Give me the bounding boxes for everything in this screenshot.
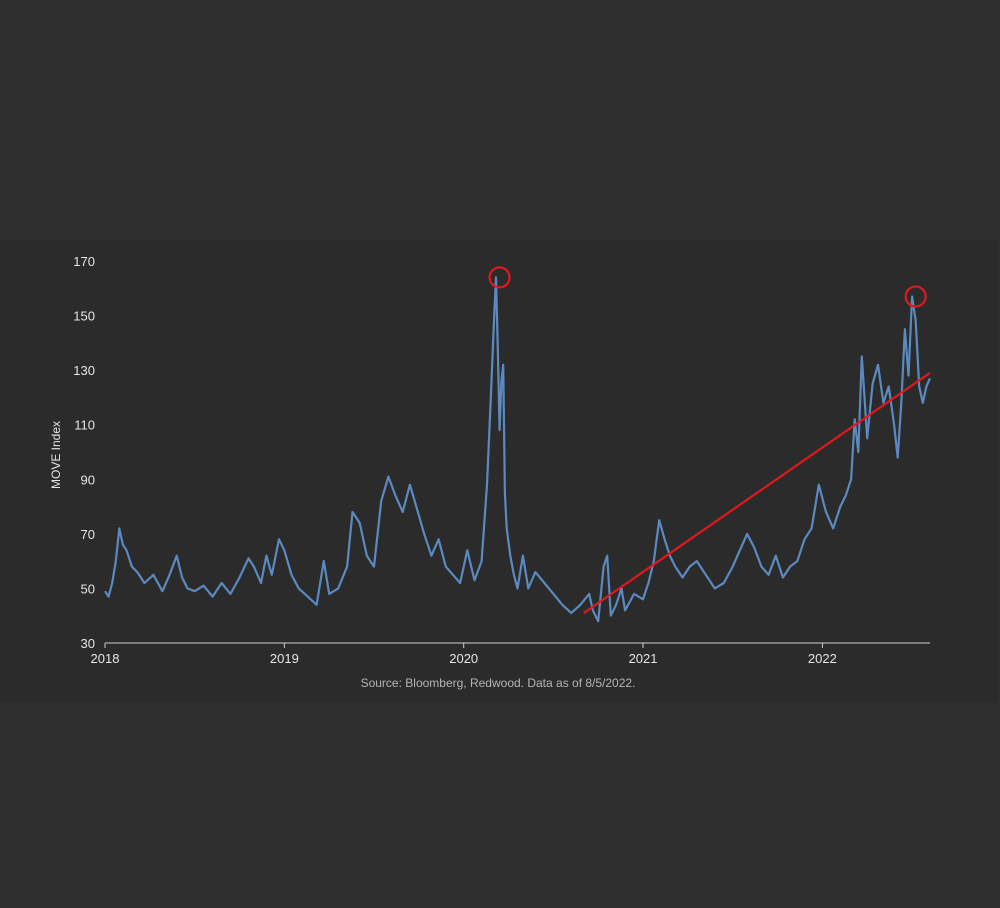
- series-layer: [104, 276, 932, 623]
- y-axis: 30 50 70 90 110 130 150 170: [73, 254, 95, 651]
- x-tick-label: 2020: [449, 651, 478, 666]
- trend-layer: [583, 371, 931, 614]
- y-axis-label: MOVE Index: [49, 421, 63, 489]
- source-note: Source: Bloomberg, Redwood. Data as of 8…: [361, 676, 636, 690]
- y-tick-label: 90: [81, 472, 95, 487]
- bottom-band: [0, 703, 1000, 908]
- plot-panel: [0, 240, 998, 703]
- trend-line: [583, 371, 931, 614]
- peak-highlight-circle: [904, 285, 927, 308]
- y-tick-label: 30: [81, 636, 95, 651]
- x-axis: 2018 2019 2020 2021 2022: [91, 642, 930, 666]
- peak-highlight-circle: [488, 266, 511, 289]
- x-tick-label: 2019: [270, 651, 299, 666]
- top-band: [0, 0, 1000, 240]
- x-tick-label: 2022: [808, 651, 837, 666]
- y-tick-label: 70: [81, 527, 95, 542]
- y-tick-label: 50: [81, 581, 95, 596]
- y-tick-label: 110: [74, 418, 95, 433]
- y-tick-label: 130: [73, 363, 95, 378]
- highlight-layer: [488, 266, 927, 308]
- x-tick-label: 2018: [91, 651, 120, 666]
- y-tick-label: 150: [73, 309, 95, 324]
- y-tick-label: 170: [73, 254, 95, 269]
- x-tick-label: 2021: [629, 651, 658, 666]
- move-index-series-line: [104, 276, 932, 623]
